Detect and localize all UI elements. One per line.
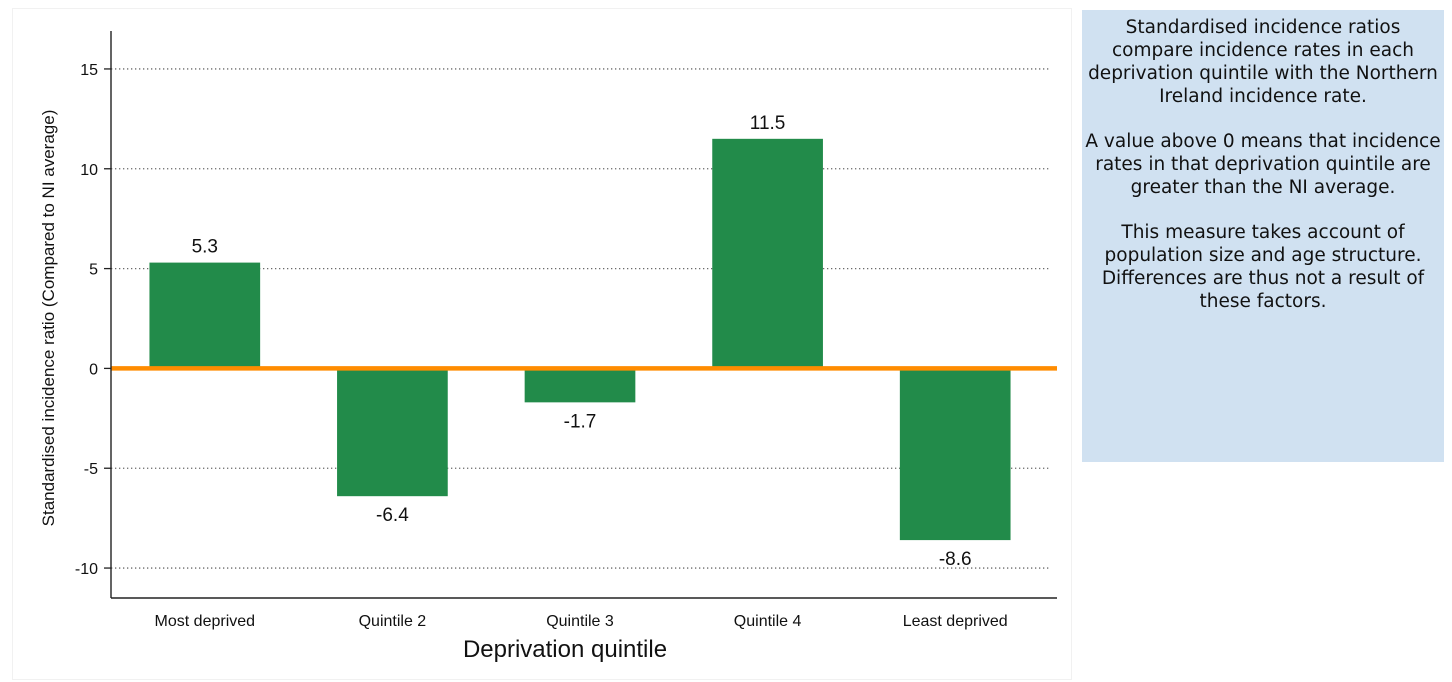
bar <box>337 368 448 497</box>
x-tick-label: Quintile 3 <box>546 613 614 630</box>
chart-panel: 15 10 5 0 -5 -10 Most deprived Quintile 2 Quinti… <box>12 8 1072 680</box>
bar <box>712 138 823 369</box>
note-paragraph-1: Standardised incidence ratios compare in… <box>1088 17 1438 107</box>
axes: 15 10 5 0 -5 -10 Most deprived Quintile 2 Quinti… <box>75 31 1057 630</box>
note-paragraph-3: This measure takes account of population… <box>1101 222 1425 312</box>
y-tick-label: -10 <box>75 561 98 578</box>
data-label: 5.3 <box>192 237 218 258</box>
bar <box>149 262 261 369</box>
y-tick-label: -5 <box>84 461 98 478</box>
gridlines <box>111 68 1049 569</box>
bar-chart: 15 10 5 0 -5 -10 Most deprived Quintile 2 Quinti… <box>39 31 1057 663</box>
bar <box>524 368 636 403</box>
x-tick-label: Quintile 2 <box>359 613 427 630</box>
data-labels: 5.3 -6.4 -1.7 11.5 -8.6 <box>192 113 972 570</box>
explanatory-note: Standardised incidence ratios compare in… <box>1082 10 1444 462</box>
x-tick-label: Least deprived <box>903 613 1008 630</box>
x-tick-label: Quintile 4 <box>734 613 802 630</box>
x-axis-title: Deprivation quintile <box>463 636 667 663</box>
x-tick-label: Most deprived <box>155 613 256 630</box>
y-tick-label: 10 <box>80 162 98 179</box>
data-label: 11.5 <box>750 113 786 134</box>
data-label: -6.4 <box>376 505 409 526</box>
y-axis-title: Standardised incidence ratio (Compared t… <box>39 110 58 527</box>
bar <box>899 368 1011 541</box>
note-paragraph-2: A value above 0 means that incidence rat… <box>1085 131 1441 198</box>
data-label: -8.6 <box>939 549 972 570</box>
y-tick-label: 15 <box>80 62 98 79</box>
data-label: -1.7 <box>564 411 597 432</box>
bars <box>149 138 1011 541</box>
y-tick-label: 5 <box>89 262 98 279</box>
y-tick-label: 0 <box>89 361 98 378</box>
